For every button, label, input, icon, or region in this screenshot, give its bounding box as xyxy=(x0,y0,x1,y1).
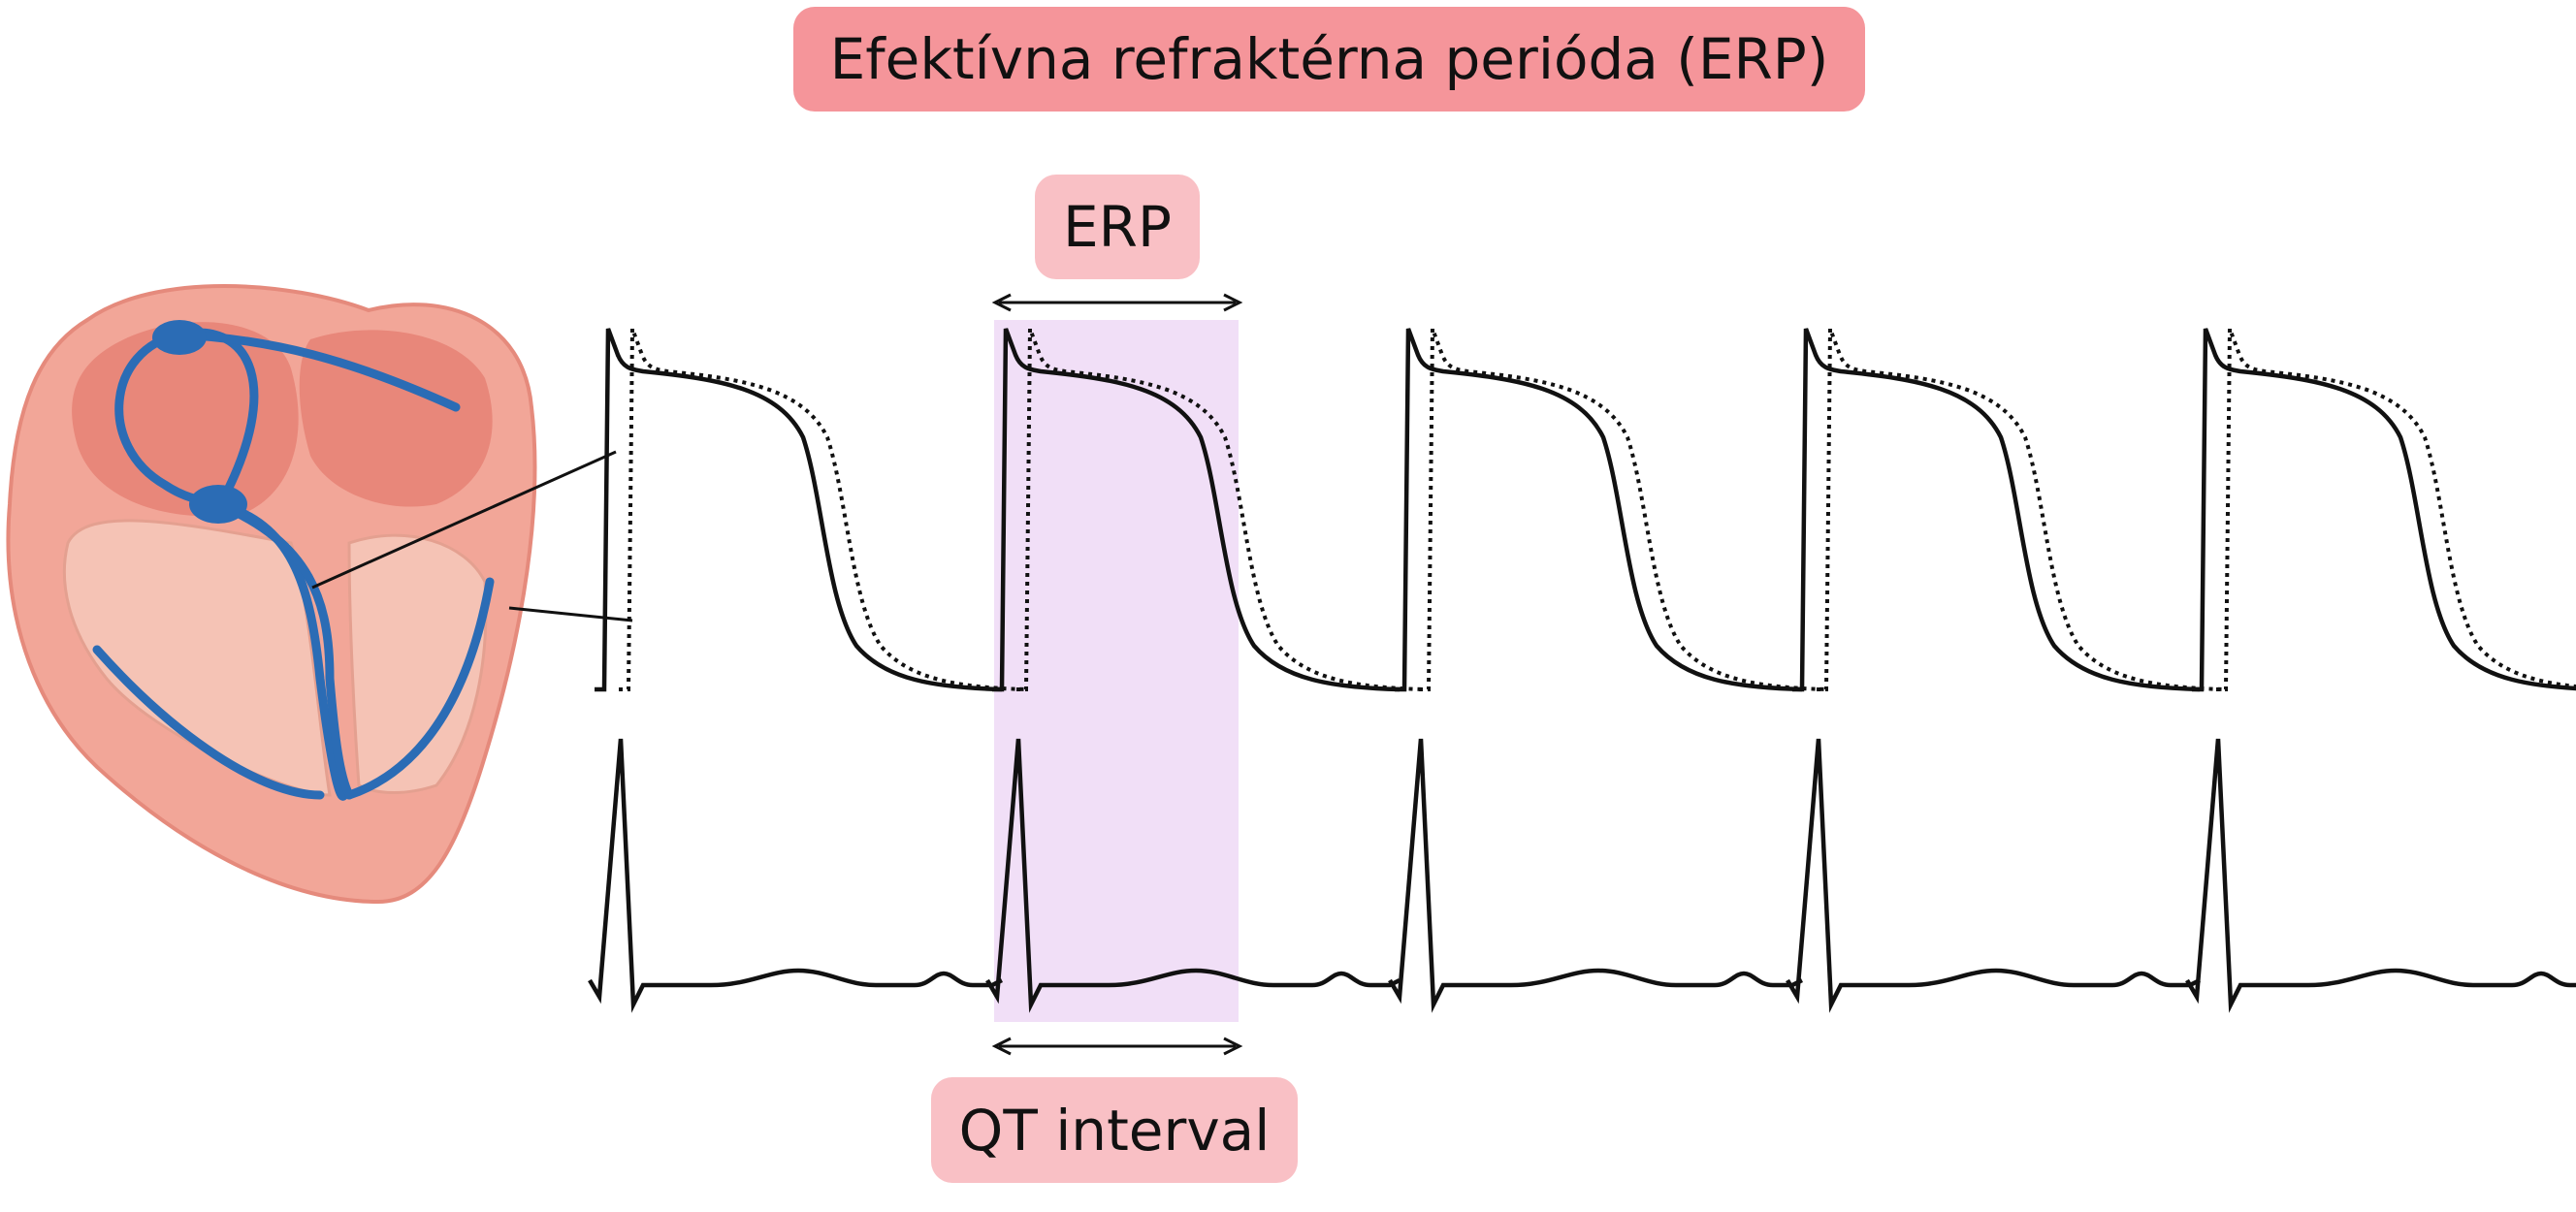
action-potential xyxy=(595,329,1002,689)
waveforms xyxy=(590,329,2576,1005)
qt-label: QT interval xyxy=(931,1077,1298,1183)
heart-illustration xyxy=(6,284,633,905)
action-potential-dotted xyxy=(2214,327,2576,691)
ecg-beat xyxy=(1390,739,1802,1005)
ecg-beat xyxy=(2187,739,2576,1005)
action-potential xyxy=(1792,329,2200,689)
action-potential-dotted xyxy=(617,327,1028,691)
arrows xyxy=(991,293,1243,1056)
action-potential-dotted xyxy=(1815,327,2226,691)
ecg-beat xyxy=(590,739,1002,1005)
title: Efektívna refraktérna perióda (ERP) xyxy=(793,7,1865,112)
action-potential xyxy=(1395,329,1802,689)
action-potential xyxy=(2192,329,2576,689)
action-potential-dotted xyxy=(1417,327,1828,691)
erp-highlight xyxy=(994,320,1239,1022)
ecg-beat xyxy=(1787,739,2200,1005)
erp-label: ERP xyxy=(1035,175,1200,279)
